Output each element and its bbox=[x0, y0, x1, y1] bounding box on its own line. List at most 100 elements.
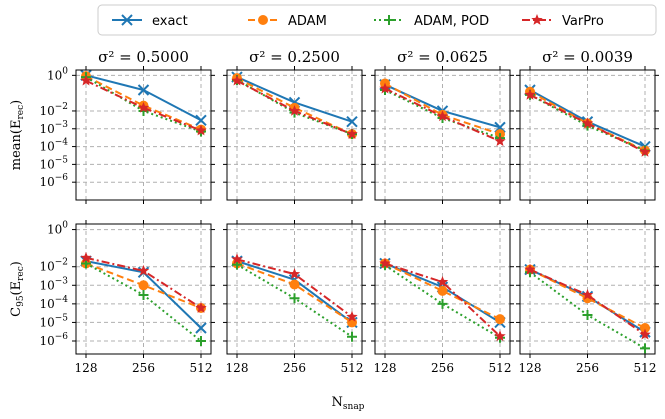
panel-r1-c0 bbox=[72, 220, 215, 358]
panel-r0-c1 bbox=[223, 66, 366, 204]
point-adam-256 bbox=[289, 279, 300, 290]
point-adam-512 bbox=[640, 323, 650, 334]
point-varpro-128 bbox=[379, 82, 391, 94]
legend-label-0: exact bbox=[152, 14, 188, 29]
point-adam-256 bbox=[138, 280, 149, 291]
x-tick-label: 512 bbox=[190, 361, 213, 375]
panel-frame bbox=[519, 223, 656, 355]
legend-marker bbox=[384, 15, 394, 25]
panel-r0-c2 bbox=[371, 66, 514, 204]
y-tick-label: 100 bbox=[47, 66, 68, 82]
panel-frame bbox=[374, 69, 511, 201]
point-adam-pod-256 bbox=[582, 310, 593, 321]
panel-frame bbox=[226, 69, 363, 201]
point-adam-pod-256 bbox=[289, 293, 300, 304]
x-tick-label: 512 bbox=[489, 361, 512, 375]
panel-r0-c0 bbox=[72, 66, 215, 204]
point-varpro-512 bbox=[639, 328, 651, 340]
panel-frame bbox=[374, 223, 511, 355]
series-line-varpro bbox=[85, 79, 202, 132]
legend-label-3: VarPro bbox=[562, 14, 604, 29]
y-tick-label: 10−4 bbox=[39, 138, 68, 154]
y-tick-label: 10−5 bbox=[39, 313, 68, 329]
point-adam-512 bbox=[495, 314, 505, 325]
point-varpro-128 bbox=[231, 74, 243, 86]
point-varpro-512 bbox=[494, 135, 506, 147]
point-adam-256 bbox=[437, 285, 448, 296]
point-varpro-128 bbox=[379, 257, 391, 269]
point-adam-pod-256 bbox=[138, 289, 149, 300]
y-tick-label: 10−4 bbox=[39, 295, 68, 311]
point-varpro-256 bbox=[137, 101, 150, 113]
column-title-2: σ² = 0.0625 bbox=[397, 48, 488, 66]
point-varpro-512 bbox=[195, 124, 207, 136]
point-exact-512 bbox=[346, 115, 358, 128]
legend: exact ADAM ADAM, POD VarPro bbox=[97, 4, 657, 36]
point-adam-pod-512 bbox=[196, 336, 206, 346]
point-adam-pod-512 bbox=[640, 343, 650, 354]
point-adam-pod-512 bbox=[347, 331, 357, 342]
x-tick-label: 256 bbox=[576, 361, 599, 375]
legend-marker bbox=[258, 15, 268, 25]
series-line-varpro bbox=[384, 87, 501, 143]
legend-marker bbox=[121, 14, 133, 26]
point-varpro-256 bbox=[288, 268, 301, 279]
panel-frame bbox=[75, 69, 212, 201]
x-tick-label: 256 bbox=[431, 361, 454, 375]
series-line-varpro bbox=[85, 256, 202, 309]
point-varpro-256 bbox=[436, 110, 449, 122]
panel-r1-c1 bbox=[223, 220, 366, 358]
x-tick-label: 128 bbox=[75, 361, 98, 375]
y-tick-label: 10−6 bbox=[39, 173, 68, 189]
column-title-3: σ² = 0.0039 bbox=[542, 48, 633, 66]
x-tick-label: 128 bbox=[226, 361, 249, 375]
panel-r0-c3 bbox=[516, 66, 659, 204]
legend-marker bbox=[531, 14, 543, 25]
x-tick-label: 128 bbox=[519, 361, 542, 375]
point-varpro-128 bbox=[524, 263, 536, 275]
point-varpro-128 bbox=[524, 88, 536, 100]
y-tick-label: 10−2 bbox=[39, 102, 68, 118]
point-varpro-512 bbox=[346, 310, 358, 322]
legend-label-1: ADAM bbox=[288, 14, 327, 29]
point-adam-pod-256 bbox=[437, 298, 448, 309]
x-tick-label: 512 bbox=[634, 361, 657, 375]
point-varpro-512 bbox=[195, 301, 207, 313]
y-tick-label: 10−5 bbox=[39, 155, 68, 171]
series-line-adam-pod bbox=[384, 89, 501, 140]
y-tick-label: 10−6 bbox=[39, 332, 68, 348]
series-line-varpro bbox=[529, 268, 646, 336]
panel-frame bbox=[519, 69, 656, 201]
point-varpro-256 bbox=[288, 104, 301, 116]
point-exact-256 bbox=[137, 84, 150, 96]
y-tick-label: 10−3 bbox=[39, 120, 68, 136]
point-exact-512 bbox=[195, 114, 207, 126]
labels: 10010−210−310−410−510−610010−210−310−410… bbox=[9, 48, 656, 412]
point-varpro-512 bbox=[494, 330, 506, 342]
x-axis-label: Nsnap bbox=[332, 395, 365, 412]
x-tick-label: 256 bbox=[132, 361, 155, 375]
point-varpro-512 bbox=[346, 128, 358, 139]
row-ylabel-1: C95(Erec) bbox=[9, 261, 26, 317]
series-line-adam bbox=[384, 82, 501, 136]
panels bbox=[72, 66, 659, 358]
y-tick-label: 100 bbox=[47, 221, 68, 237]
column-title-0: σ² = 0.5000 bbox=[98, 48, 189, 66]
point-varpro-128 bbox=[80, 251, 92, 263]
point-varpro-128 bbox=[231, 253, 243, 265]
panel-r1-c2 bbox=[371, 220, 514, 358]
x-tick-label: 128 bbox=[374, 361, 397, 375]
point-varpro-128 bbox=[80, 74, 92, 86]
point-exact-512 bbox=[195, 322, 207, 334]
legend-box bbox=[97, 4, 657, 36]
y-tick-label: 10−2 bbox=[39, 258, 68, 274]
panel-frame bbox=[75, 223, 212, 355]
y-tick-label: 10−3 bbox=[39, 276, 68, 292]
point-varpro-256 bbox=[137, 264, 150, 276]
point-varpro-256 bbox=[581, 117, 594, 129]
column-title-1: σ² = 0.2500 bbox=[249, 48, 340, 66]
point-varpro-256 bbox=[436, 276, 449, 287]
panel-frame bbox=[226, 223, 363, 355]
legend-label-2: ADAM, POD bbox=[414, 14, 489, 29]
